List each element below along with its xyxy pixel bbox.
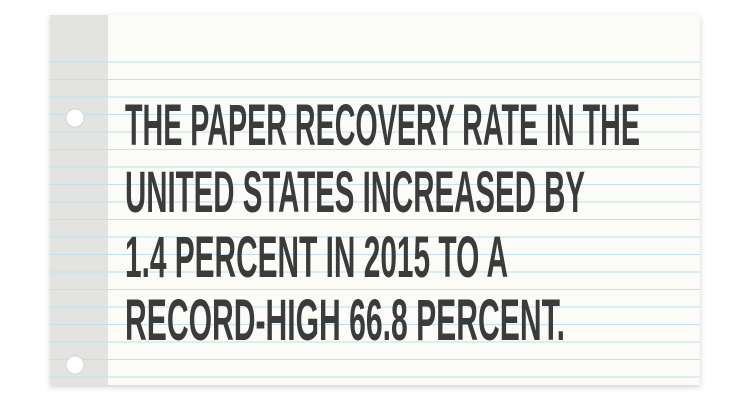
text-line: THE PAPER RECOVERY RATE IN THE bbox=[125, 93, 640, 158]
card-margin bbox=[50, 15, 108, 385]
text-line: 1.4 PERCENT IN 2015 TO A bbox=[125, 225, 508, 290]
ruled-lines bbox=[50, 61, 700, 378]
text-line: UNITED STATES INCREASED BY bbox=[125, 160, 585, 225]
punch-hole bbox=[65, 355, 85, 375]
text-line: RECORD-HIGH 66.8 PERCENT. bbox=[125, 288, 565, 353]
card bbox=[50, 15, 700, 385]
punch-hole bbox=[65, 108, 85, 128]
